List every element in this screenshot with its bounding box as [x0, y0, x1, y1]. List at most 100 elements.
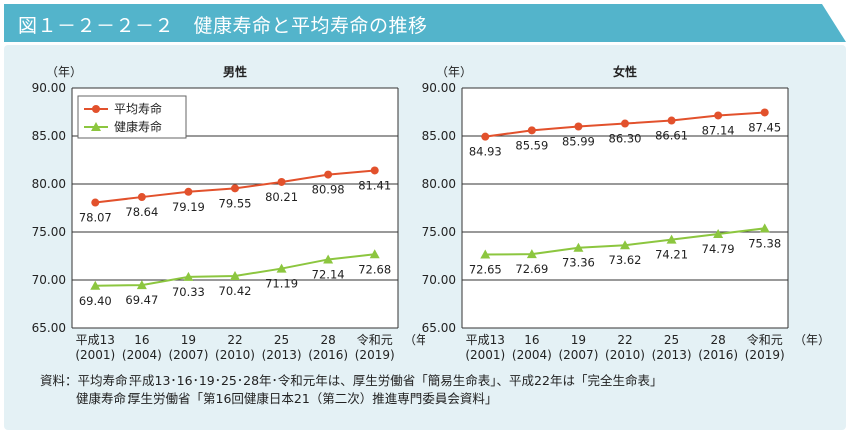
source-row-2: 健康寿命：厚生労働省「第16回健康日本21（第二次）推進専門委員会資料」	[40, 390, 662, 408]
data-point-healthy	[526, 249, 537, 259]
source-label: 資料：	[40, 373, 78, 388]
x-tick-year: (2019)	[355, 348, 395, 362]
data-point-average	[370, 166, 379, 175]
y-tick-label: 75.00	[32, 225, 66, 239]
x-tick-label: 16	[524, 333, 539, 347]
data-point-average	[667, 116, 676, 125]
y-tick-label: 80.00	[422, 177, 456, 191]
data-point-healthy	[276, 263, 287, 273]
x-tick-label: 19	[181, 333, 196, 347]
data-point-average	[277, 177, 286, 186]
data-label: 73.62	[609, 253, 642, 267]
y-tick-label: 90.00	[32, 81, 66, 95]
data-label: 72.68	[358, 262, 391, 276]
data-label: 72.65	[469, 263, 502, 277]
data-point-healthy	[620, 240, 630, 250]
source-note: 資料：平均寿命：平成13･16･19･25･28年･令和元年は、厚生労働省「簡易…	[40, 372, 662, 408]
chart-title: 女性	[613, 64, 637, 79]
source-key-average: 平均寿命：	[77, 373, 141, 388]
x-tick-year: (2016)	[308, 348, 348, 362]
data-label: 80.98	[312, 183, 345, 197]
x-axis-unit: （年）	[794, 333, 825, 347]
data-point-healthy	[323, 254, 334, 264]
x-tick-label: 22	[227, 333, 242, 347]
data-label: 80.21	[265, 190, 298, 204]
data-label: 74.21	[655, 248, 688, 262]
x-tick-year: (2007)	[168, 348, 208, 362]
data-label: 78.64	[125, 205, 158, 219]
figure-title-band: 図１－２－２－２ 健康寿命と平均寿命の推移	[4, 4, 846, 42]
data-point-healthy	[369, 249, 380, 259]
data-label: 72.14	[312, 267, 345, 281]
data-point-healthy	[90, 280, 101, 290]
plot-area	[462, 88, 788, 328]
source-row-1: 資料：平均寿命：平成13･16･19･25･28年･令和元年は、厚生労働省「簡易…	[40, 372, 662, 390]
legend-marker-healthy	[91, 122, 101, 131]
legend-label: 健康寿命	[114, 119, 162, 134]
chart-female: 65.00 70.00 75.00 80.00 85.00 90.00 （年） 女性平成13 (…	[420, 60, 825, 365]
x-tick-label: 22	[617, 333, 632, 347]
y-tick-label: 70.00	[32, 273, 66, 287]
data-point-healthy	[183, 271, 194, 281]
x-tick-year: (2013)	[262, 348, 302, 362]
x-tick-year: (2010)	[605, 348, 645, 362]
data-point-average	[91, 198, 100, 207]
data-label: 73.36	[562, 256, 595, 270]
source-text-healthy: 厚生労働省「第16回健康日本21（第二次）推進専門委員会資料」	[128, 391, 498, 406]
data-point-healthy	[480, 249, 491, 259]
data-point-average	[621, 119, 629, 128]
y-tick-label: 80.00	[32, 177, 66, 191]
x-tick-year: (2001)	[75, 348, 115, 362]
y-axis-unit: （年）	[46, 65, 82, 79]
y-axis-unit: （年）	[436, 65, 472, 79]
x-tick-label: 平成13	[76, 333, 115, 347]
data-label: 72.69	[515, 262, 548, 276]
data-label: 84.93	[469, 145, 502, 159]
data-label: 74.79	[702, 242, 735, 256]
data-label: 70.33	[172, 285, 205, 299]
y-tick-label: 65.00	[422, 321, 456, 335]
data-label: 87.45	[748, 120, 781, 134]
data-label: 70.42	[219, 284, 252, 298]
data-point-average	[184, 187, 193, 196]
data-label: 69.40	[79, 294, 112, 308]
data-label: 86.30	[609, 132, 642, 146]
y-tick-label: 85.00	[422, 129, 456, 143]
data-label: 87.14	[702, 123, 735, 137]
data-label: 69.47	[125, 293, 158, 307]
data-label: 79.55	[219, 196, 252, 210]
data-label: 75.38	[748, 236, 781, 250]
y-tick-label: 85.00	[32, 129, 66, 143]
data-point-average	[481, 132, 490, 141]
x-tick-label: 28	[321, 333, 336, 347]
source-text-average: 平成13･16･19･25･28年･令和元年は、厚生労働省「簡易生命表」、平成2…	[129, 373, 663, 388]
chart-title: 男性	[223, 64, 247, 79]
data-label: 81.41	[358, 178, 391, 192]
x-tick-label: 25	[274, 333, 289, 347]
data-point-healthy	[759, 223, 770, 233]
data-point-average	[137, 193, 146, 202]
data-point-average	[527, 126, 536, 135]
y-tick-label: 70.00	[422, 273, 456, 287]
x-tick-year: (2013)	[652, 348, 692, 362]
data-label: 71.19	[265, 277, 298, 291]
x-tick-year: (2004)	[122, 348, 162, 362]
data-point-average	[574, 122, 583, 131]
data-label: 86.61	[655, 129, 688, 143]
data-label: 85.59	[515, 138, 548, 152]
data-point-healthy	[230, 270, 240, 280]
x-tick-year: (2016)	[698, 348, 738, 362]
data-point-healthy	[666, 234, 677, 244]
y-tick-label: 75.00	[422, 225, 456, 239]
y-tick-label: 90.00	[422, 81, 456, 95]
data-label: 78.07	[79, 211, 112, 225]
data-point-average	[231, 184, 239, 193]
data-point-average	[760, 108, 769, 117]
legend-label: 平均寿命	[114, 101, 162, 116]
data-point-average	[714, 111, 723, 120]
y-tick-label: 65.00	[32, 321, 66, 335]
x-tick-label: 令和元	[747, 332, 783, 347]
x-tick-label: 平成13	[466, 333, 505, 347]
